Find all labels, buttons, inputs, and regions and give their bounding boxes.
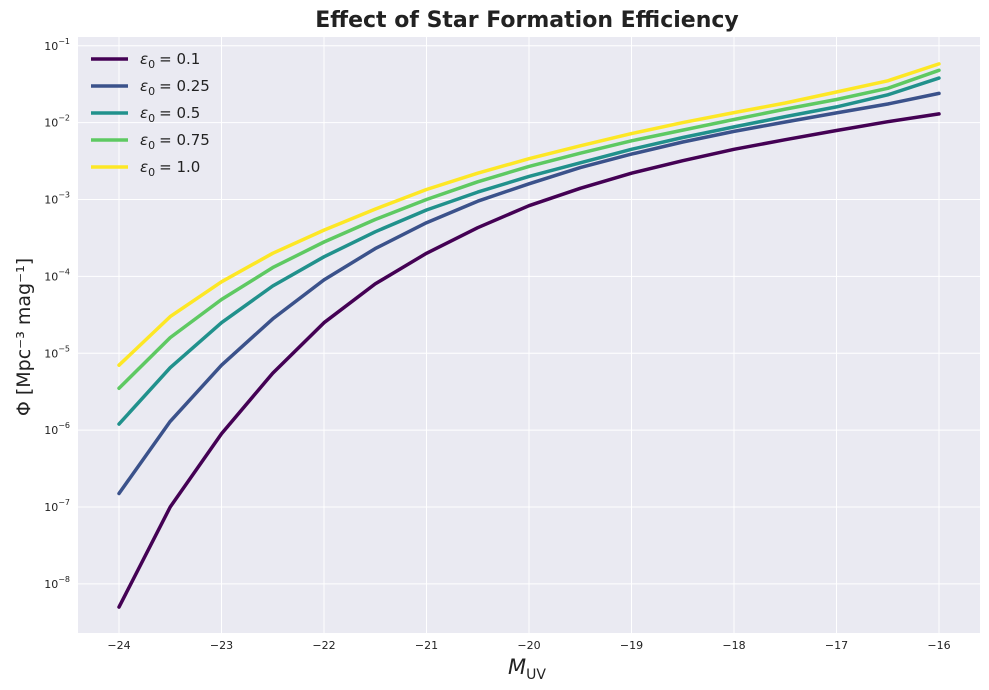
x-axis-ticks: −24 −23 −22 −21 −20 −19 −18 −17 −16	[107, 639, 950, 652]
series-line-0	[117, 112, 941, 609]
x-tick-label: −16	[927, 639, 950, 652]
x-tick-label: −22	[312, 639, 335, 652]
chart-title: Effect of Star Formation Efficiency	[315, 8, 739, 33]
legend-label-4: ε0 = 1.0	[140, 158, 200, 179]
legend-label-1: ε0 = 0.25	[140, 77, 210, 98]
x-tick-label: −19	[620, 639, 643, 652]
y-axis-label: Φ [Mpc⁻³ mag⁻¹]	[13, 258, 35, 416]
y-tick-label: 10−2	[44, 114, 70, 130]
series-layer	[117, 62, 941, 609]
series-line-3	[117, 68, 941, 391]
x-tick-label: −24	[107, 639, 130, 652]
series-line-2	[117, 76, 941, 426]
series-line-4	[117, 62, 941, 367]
y-tick-label: 10−8	[44, 575, 70, 591]
y-tick-label: 10−6	[44, 421, 70, 437]
legend-label-3: ε0 = 0.75	[140, 131, 210, 152]
legend-label-2: ε0 = 0.5	[140, 104, 200, 125]
y-tick-label: 10−7	[44, 498, 70, 514]
legend: ε0 = 0.1 ε0 = 0.25 ε0 = 0.5 ε0 = 0.75 ε0 = 1.0	[91, 50, 210, 179]
y-tick-label: 10−1	[44, 37, 70, 53]
y-tick-label: 10−3	[44, 191, 70, 207]
x-axis-label-symbol: M	[508, 655, 526, 679]
x-axis-label: MUV	[508, 655, 546, 683]
grid	[78, 37, 980, 633]
x-tick-label: −20	[517, 639, 540, 652]
y-tick-label: 10−4	[44, 267, 70, 283]
y-tick-label: 10−5	[44, 344, 70, 360]
x-tick-label: −21	[415, 639, 438, 652]
x-tick-label: −18	[722, 639, 745, 652]
series-line-1	[117, 91, 941, 496]
x-tick-label: −17	[825, 639, 848, 652]
y-axis-ticks: 10−8 10−7 10−6 10−5 10−4 10−3 10−2 10−1	[44, 37, 70, 591]
legend-label-0: ε0 = 0.1	[140, 50, 200, 71]
x-tick-label: −23	[210, 639, 233, 652]
x-axis-label-subscript: UV	[526, 667, 546, 683]
